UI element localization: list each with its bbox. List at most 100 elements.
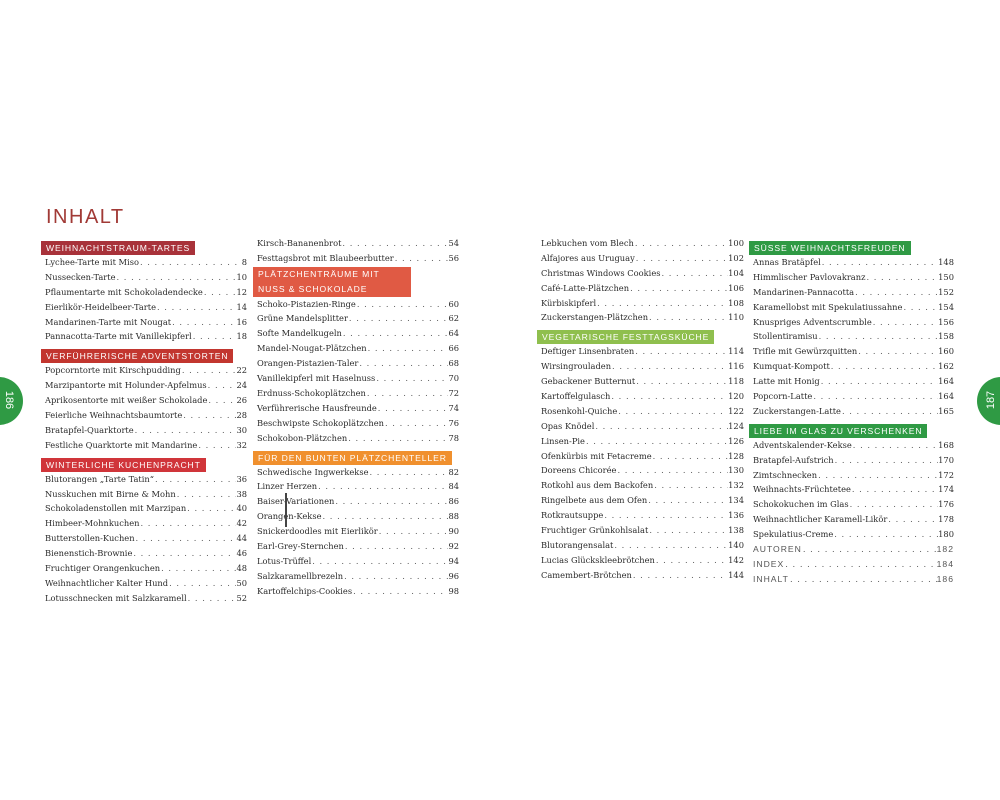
toc-entry[interactable]: Aprikosentorte mit weißer Schokolade 26 xyxy=(45,393,247,408)
toc-entry[interactable]: Kartoffelchips-Cookies 98 xyxy=(257,584,459,599)
toc-entry[interactable]: Ofenkürbis mit Fetacreme 128 xyxy=(541,449,744,464)
toc-entry[interactable]: Verführerische Hausfreunde 74 xyxy=(257,401,459,416)
toc-entry[interactable]: Schokokuchen im Glas 176 xyxy=(753,497,954,512)
toc-entry[interactable]: Vanillekipferl mit Haselnuss 70 xyxy=(257,371,459,386)
toc-entry[interactable]: Orangen-Pistazien-Taler 68 xyxy=(257,356,459,371)
toc-entry[interactable]: Camembert-Brötchen 144 xyxy=(541,568,744,583)
toc-entry[interactable]: Popcorntorte mit Kirschpudding 22 xyxy=(45,363,247,378)
entry-page-number: 164 xyxy=(938,391,954,402)
entry-title: Lotus-Trüffel xyxy=(257,555,312,566)
toc-entry[interactable]: Gebackener Butternut 118 xyxy=(541,374,744,389)
toc-entry[interactable]: Schwedische Ingwerkekse 82 xyxy=(257,465,459,480)
toc-entry[interactable]: Bienenstich-Brownie 46 xyxy=(45,546,247,561)
toc-entry[interactable]: Trifle mit Gewürzquitten 160 xyxy=(753,344,954,359)
toc-column-1: WEIHNACHTSTRAUM-TARTES Lychee-Tarte mit M… xyxy=(41,236,247,606)
toc-entry[interactable]: Wirsingrouladen 116 xyxy=(541,359,744,374)
entry-title: Festliche Quarktorte mit Mandarine xyxy=(45,439,198,450)
toc-entry[interactable]: Salzkaramellbrezeln 96 xyxy=(257,569,459,584)
toc-entry[interactable]: Earl-Grey-Sternchen 92 xyxy=(257,539,459,554)
toc-entry[interactable]: Weihnachtlicher Kalter Hund 50 xyxy=(45,576,247,591)
toc-entry[interactable]: Festtagsbrot mit Blaubeerbutter 56 xyxy=(257,251,459,266)
toc-entry[interactable]: Softe Mandelkugeln 64 xyxy=(257,326,459,341)
toc-entry[interactable]: Christmas Windows Cookies 104 xyxy=(541,266,744,281)
toc-entry[interactable]: Kartoffelgulasch 120 xyxy=(541,389,744,404)
toc-entry[interactable]: Snickerdoodles mit Eierlikör 90 xyxy=(257,524,459,539)
toc-entry[interactable]: Bratapfel-Quarktorte 30 xyxy=(45,423,247,438)
toc-entry[interactable]: INHALT 186 xyxy=(753,572,954,587)
toc-entry[interactable]: Opas Knödel 124 xyxy=(541,419,744,434)
toc-entry[interactable]: Spekulatius-Creme 180 xyxy=(753,527,954,542)
toc-entry[interactable]: Rotkohl aus dem Backofen 132 xyxy=(541,478,744,493)
toc-entry[interactable]: INDEX 184 xyxy=(753,557,954,572)
toc-entry[interactable]: Mandarinen-Tarte mit Nougat 16 xyxy=(45,315,247,330)
toc-entry[interactable]: Feierliche Weihnachtsbaumtorte 28 xyxy=(45,408,247,423)
toc-entry[interactable]: Deftiger Linsenbraten 114 xyxy=(541,344,744,359)
toc-entry[interactable]: Linsen-Pie 126 xyxy=(541,434,744,449)
toc-entry[interactable]: Erdnuss-Schokoplätzchen 72 xyxy=(257,386,459,401)
toc-entry[interactable]: Latte mit Honig 164 xyxy=(753,374,954,389)
toc-entry[interactable]: Nussecken-Tarte 10 xyxy=(45,270,247,285)
entry-title: Bratapfel-Aufstrich xyxy=(753,454,834,465)
toc-entry[interactable]: Blutorangen „Tarte Tatin“ 36 xyxy=(45,472,247,487)
dot-leader xyxy=(116,270,237,285)
toc-entry[interactable]: Rotkrautsuppe 136 xyxy=(541,508,744,523)
toc-entry[interactable]: Weihnachtlicher Karamell-Likör 178 xyxy=(753,512,954,527)
toc-entry[interactable]: Mandel-Nougat-Plätzchen 66 xyxy=(257,341,459,356)
toc-entry[interactable]: Beschwipste Schokoplätzchen 76 xyxy=(257,416,459,431)
entry-title: Himmlischer Pavlovakranz xyxy=(753,271,866,282)
toc-entry[interactable]: Zimtschnecken 172 xyxy=(753,468,954,483)
toc-entry[interactable]: Pflaumentarte mit Schokoladendecke 12 xyxy=(45,285,247,300)
dot-leader xyxy=(652,449,729,464)
toc-entry[interactable]: Zuckerstangen-Plätzchen 110 xyxy=(541,310,744,325)
toc-entry[interactable]: Lebkuchen vom Blech 100 xyxy=(541,236,744,251)
toc-entry[interactable]: Lucias Glückskleebrötchen 142 xyxy=(541,553,744,568)
entry-page-number: 118 xyxy=(728,376,744,387)
toc-entry[interactable]: Kirsch-Bananenbrot 54 xyxy=(257,236,459,251)
toc-entry[interactable]: Karamellobst mit Spekulatiussahne 154 xyxy=(753,300,954,315)
toc-entry[interactable]: Blutorangensalat 140 xyxy=(541,538,744,553)
dot-leader xyxy=(197,438,236,453)
toc-entry[interactable]: Schoko-Pistazien-Ringe 60 xyxy=(257,297,459,312)
toc-entry[interactable]: Kumquat-Kompott 162 xyxy=(753,359,954,374)
toc-entry[interactable]: Mandarinen-Pannacotta 152 xyxy=(753,285,954,300)
toc-entry[interactable]: Knuspriges Adventscrumble 156 xyxy=(753,315,954,330)
toc-entry[interactable]: Himbeer-Mohnkuchen 42 xyxy=(45,516,247,531)
dot-leader xyxy=(872,315,938,330)
toc-entry[interactable]: Eierlikör-Heidelbeer-Tarte 14 xyxy=(45,300,247,315)
toc-entry[interactable]: Weihnachts-Früchtetee 174 xyxy=(753,482,954,497)
dot-leader xyxy=(187,591,237,606)
toc-entry[interactable]: Pannacotta-Tarte mit Vanillekipferl 18 xyxy=(45,329,247,344)
toc-entry[interactable]: Festliche Quarktorte mit Mandarine 32 xyxy=(45,438,247,453)
toc-entry[interactable]: Lotus-Trüffel 94 xyxy=(257,554,459,569)
toc-entry[interactable]: Kürbiskipferl 108 xyxy=(541,296,744,311)
toc-entry[interactable]: Lotusschnecken mit Salzkaramell 52 xyxy=(45,591,247,606)
toc-entry[interactable]: Baiser-Variationen 86 xyxy=(257,494,459,509)
toc-entry[interactable]: Linzer Herzen 84 xyxy=(257,479,459,494)
toc-entry[interactable]: Rosenkohl-Quiche 122 xyxy=(541,404,744,419)
toc-entry[interactable]: Ringelbete aus dem Ofen 134 xyxy=(541,493,744,508)
entry-page-number: 182 xyxy=(936,544,954,555)
toc-entry[interactable]: Annas Bratäpfel 148 xyxy=(753,255,954,270)
toc-entry[interactable]: Grüne Mandelsplitter 62 xyxy=(257,311,459,326)
entry-title: Butterstollen-Kuchen xyxy=(45,533,135,544)
toc-entry[interactable]: Café-Latte-Plätzchen 106 xyxy=(541,281,744,296)
toc-entry[interactable]: AUTOREN 182 xyxy=(753,542,954,557)
toc-entry[interactable]: Butterstollen-Kuchen 44 xyxy=(45,531,247,546)
toc-entry[interactable]: Alfajores aus Uruguay 102 xyxy=(541,251,744,266)
toc-entry[interactable]: Schokobon-Plätzchen 78 xyxy=(257,431,459,446)
toc-entry[interactable]: Schokoladenstollen mit Marzipan 40 xyxy=(45,501,247,516)
toc-entry[interactable]: Fruchtiger Grünkohlsalat 138 xyxy=(541,523,744,538)
toc-entry[interactable]: Himmlischer Pavlovakranz 150 xyxy=(753,270,954,285)
toc-entry[interactable]: Nusskuchen mit Birne & Mohn 38 xyxy=(45,487,247,502)
toc-entry[interactable]: Stollentiramisu 158 xyxy=(753,329,954,344)
toc-entry[interactable]: Fruchtiger Orangenkuchen 48 xyxy=(45,561,247,576)
toc-entry[interactable]: Popcorn-Latte 164 xyxy=(753,389,954,404)
toc-entry[interactable]: Adventskalender-Kekse 168 xyxy=(753,438,954,453)
toc-entry[interactable]: Orangen-Kekse 88 xyxy=(257,509,459,524)
toc-entry[interactable]: Zuckerstangen-Latte 165 xyxy=(753,404,954,419)
toc-entry[interactable]: Marzipantorte mit Holunder-Apfelmus 24 xyxy=(45,378,247,393)
toc-entry[interactable]: Doreens Chicorée 130 xyxy=(541,463,744,478)
entry-title: Christmas Windows Cookies xyxy=(541,267,661,278)
toc-entry[interactable]: Bratapfel-Aufstrich 170 xyxy=(753,453,954,468)
toc-entry[interactable]: Lychee-Tarte mit Miso 8 xyxy=(45,255,247,270)
